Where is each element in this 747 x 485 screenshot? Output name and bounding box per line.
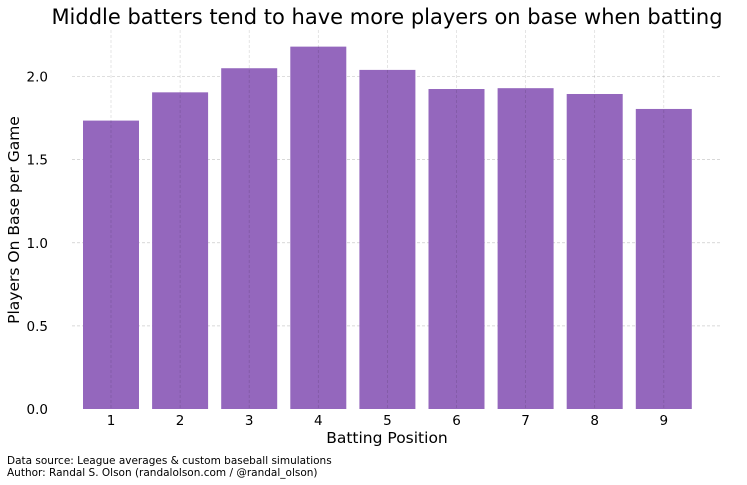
x-axis-label: Batting Position	[326, 429, 448, 447]
bar-5	[359, 69, 416, 409]
bar-1	[83, 120, 139, 409]
bar-7	[497, 88, 554, 410]
x-tick-label: 7	[521, 413, 530, 429]
bar-4	[290, 46, 347, 410]
x-tick-label: 1	[107, 413, 116, 429]
bar-8	[566, 93, 623, 410]
y-tick-label: 2.0	[27, 70, 48, 86]
bar-3	[221, 68, 278, 409]
x-tick-label: 2	[176, 413, 185, 429]
x-tick-label: 5	[383, 413, 392, 429]
y-tick-label: 1.5	[27, 153, 48, 169]
x-tick-label: 4	[314, 413, 323, 429]
x-tick-label: 3	[245, 413, 254, 429]
bar-2	[152, 92, 209, 410]
x-tick-label: 6	[452, 413, 461, 429]
y-tick-label: 0.5	[27, 319, 48, 335]
author-note: Author: Randal S. Olson (randalolson.com…	[7, 467, 318, 479]
y-axis-label: Players On Base per Game	[5, 116, 23, 324]
chart-title: Middle batters tend to have more players…	[51, 5, 722, 29]
data-source-note: Data source: League averages & custom ba…	[7, 455, 332, 467]
y-tick-label: 1.0	[27, 236, 48, 252]
x-tick-label: 9	[660, 413, 669, 429]
bar-9	[635, 108, 692, 409]
x-tick-label: 8	[590, 413, 599, 429]
y-tick-label: 0.0	[27, 402, 48, 418]
bar-6	[428, 89, 485, 410]
